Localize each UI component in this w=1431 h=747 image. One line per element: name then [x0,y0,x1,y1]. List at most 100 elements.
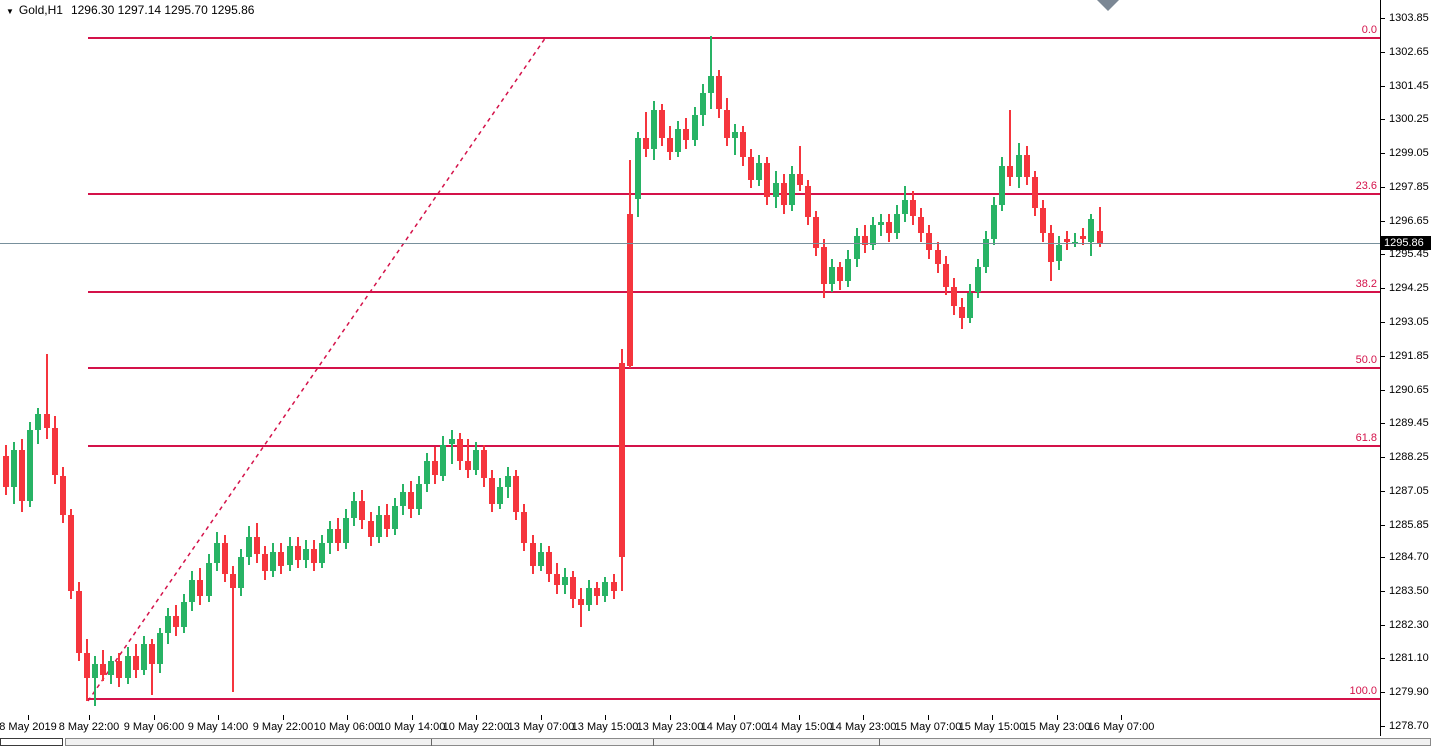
chart-shift-marker-icon[interactable] [1097,0,1119,11]
candle-body [148,644,155,665]
time-axis-tick [1057,715,1058,720]
candle-body [480,450,487,479]
candle-body [1007,165,1014,178]
price-axis-tick [1380,51,1385,53]
candle-body [27,430,34,501]
price-axis-tick [1380,423,1385,425]
price-axis-tick [1380,85,1385,87]
candle-body [237,557,244,589]
price-axis-tick [1380,557,1385,559]
time-axis-label: 13 May 23:00 [636,721,704,733]
time-axis-tick [89,715,90,720]
candle-body [966,292,973,318]
candle-body [448,438,455,445]
time-axis-tick [218,715,219,720]
fib-level-label: 100.0 [1349,684,1377,697]
scrollbar-tick [431,739,432,746]
candle-body [375,514,382,538]
candle-body [408,492,414,510]
fib-level-line[interactable] [88,445,1380,448]
price-axis-label: 1288.25 [1389,451,1429,464]
time-axis-label: 13 May 07:00 [507,721,575,733]
candle-body [934,250,941,265]
candle-body [918,216,925,234]
price-axis-label: 1296.65 [1389,214,1429,227]
candle-body [1072,241,1079,244]
candle-body [610,582,617,591]
time-axis-label: 8 May 2019 [0,721,57,733]
candlestick-chart-area[interactable]: 0.0 23.6 38.2 50.0 61.8 100.0 ▼ Gold,H1 1296.30… [0,0,1380,736]
candle-body [829,267,836,284]
candle-body [367,520,374,538]
chevron-down-icon[interactable]: ▼ [6,7,14,16]
candle-body [642,137,649,149]
candle-body [302,548,309,560]
candle-wick [450,430,453,465]
candle-wick [150,638,153,695]
price-axis-label: 1278.70 [1389,720,1429,732]
scrollbar-track[interactable] [65,738,1431,746]
candle-body [343,517,350,543]
candle-body [391,506,398,529]
candle-body [983,239,990,268]
candle-body [286,545,293,566]
candle-wick [1009,109,1012,186]
candle-body [602,582,609,597]
candle-body [707,75,714,93]
fib-level-line[interactable] [88,36,1380,39]
candle-body [432,461,439,476]
candle-wick [1082,227,1085,245]
price-axis-label: 1279.90 [1389,686,1429,699]
candle-body [132,655,139,670]
candle-body [537,551,544,566]
candle-body [723,109,730,138]
candle-body [1047,233,1054,262]
time-axis-label: 10 May 14:00 [378,721,446,733]
candle-body [958,306,965,318]
time-axis-label: 14 May 07:00 [700,721,768,733]
horizontal-scrollbar[interactable] [0,738,1431,747]
candle-body [497,486,504,504]
time-axis-tick [476,715,477,720]
price-axis-tick [1380,726,1385,727]
candle-body [740,132,747,158]
candle-body [821,247,828,284]
candle-body [651,109,657,149]
candle-body [780,182,787,206]
fib-level-line[interactable] [88,290,1380,293]
candle-body [464,461,471,470]
time-axis-label: 16 May 07:00 [1087,721,1155,733]
candle-body [1039,208,1046,234]
candle-body [213,543,220,563]
price-axis-tick [1380,119,1385,121]
candle-body [75,590,82,653]
fib-level-line[interactable] [88,367,1380,370]
fib-level-line[interactable] [88,192,1380,195]
current-price-tag: 1295.86 [1380,235,1431,250]
candle-body [489,478,495,504]
candle-body [416,483,423,510]
candle-body [659,109,666,138]
candle-body [84,652,90,679]
candle-body [92,664,99,679]
time-axis-label: 14 May 15:00 [765,721,833,733]
candle-body [67,514,74,591]
candle-body [156,633,163,665]
fib-level-line[interactable] [88,697,1380,700]
candle-body [845,258,852,282]
candle-body [513,475,520,513]
time-axis-label: 10 May 22:00 [442,721,510,733]
time-axis-label: 13 May 15:00 [571,721,639,733]
candle-body [926,233,933,251]
candle-body [108,661,115,676]
scrollbar-thumb[interactable] [0,738,63,746]
candle-body [521,512,528,544]
candle-body [262,554,269,572]
candle-body [351,500,358,518]
candle-body [318,543,325,563]
candle-body [545,551,552,574]
time-axis-tick [28,715,29,720]
price-axis-tick [1380,624,1385,626]
candle-body [189,579,196,603]
